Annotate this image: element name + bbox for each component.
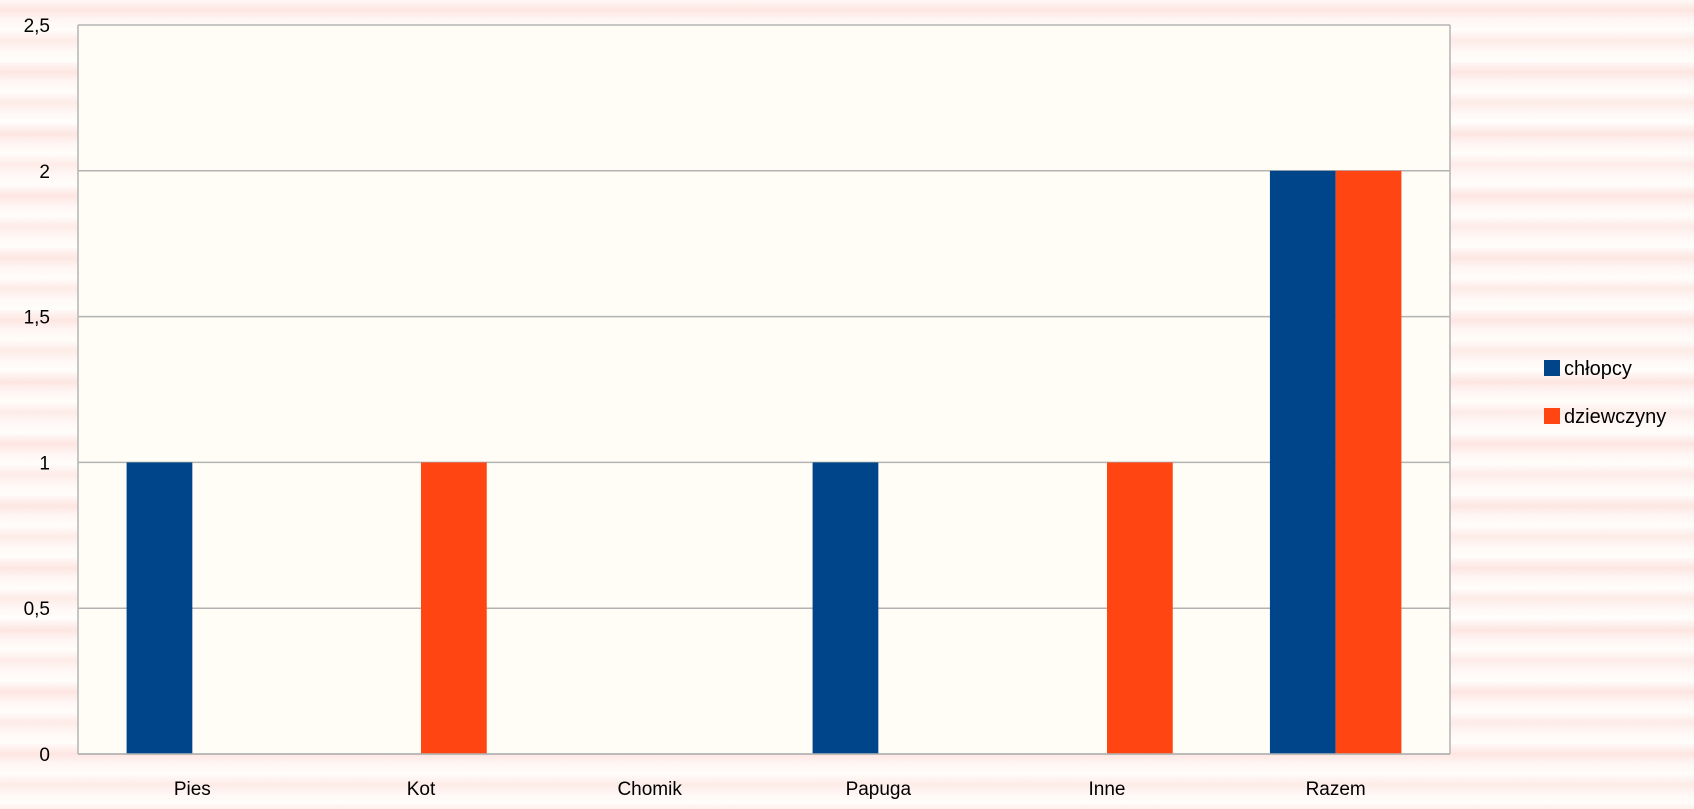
- x-tick-label: Pies: [174, 779, 211, 800]
- x-axis-tick-labels: Pies Kot Chomik Papuga Inne Razem: [174, 779, 1366, 800]
- y-tick-label: 2: [39, 162, 50, 183]
- bar-chłopcy-Pies: [126, 462, 193, 754]
- x-tick-label: Chomik: [617, 779, 682, 800]
- bar-dziewczyny-Inne: [1107, 462, 1173, 754]
- bar-dziewczyny-Razem: [1335, 170, 1402, 755]
- bar-chłopcy-Papuga: [812, 462, 879, 754]
- plot-area: [78, 25, 1450, 754]
- legend-label: chłopcy: [1564, 358, 1632, 380]
- legend-label: dziewczyny: [1564, 406, 1666, 428]
- bars: [126, 170, 1402, 755]
- bar-chłopcy-Razem: [1269, 170, 1336, 755]
- x-tick-label: Kot: [407, 779, 436, 800]
- y-tick-label: 0: [39, 745, 50, 766]
- y-tick-label: 1,5: [24, 308, 50, 329]
- y-tick-label: 1: [39, 453, 50, 474]
- x-tick-label: Inne: [1089, 779, 1126, 800]
- x-tick-label: Razem: [1306, 779, 1366, 800]
- y-tick-label: 0,5: [24, 599, 50, 620]
- legend-swatch: [1544, 408, 1560, 424]
- y-tick-label: 2,5: [24, 16, 50, 37]
- bar-dziewczyny-Kot: [421, 462, 487, 754]
- axes: [77, 25, 1451, 755]
- y-axis-tick-labels: 0 0,5 1 1,5 2 2,5: [24, 16, 50, 766]
- legend: chłopcy dziewczyny: [1544, 358, 1666, 428]
- legend-swatch: [1544, 360, 1560, 376]
- x-tick-label: Papuga: [846, 779, 912, 800]
